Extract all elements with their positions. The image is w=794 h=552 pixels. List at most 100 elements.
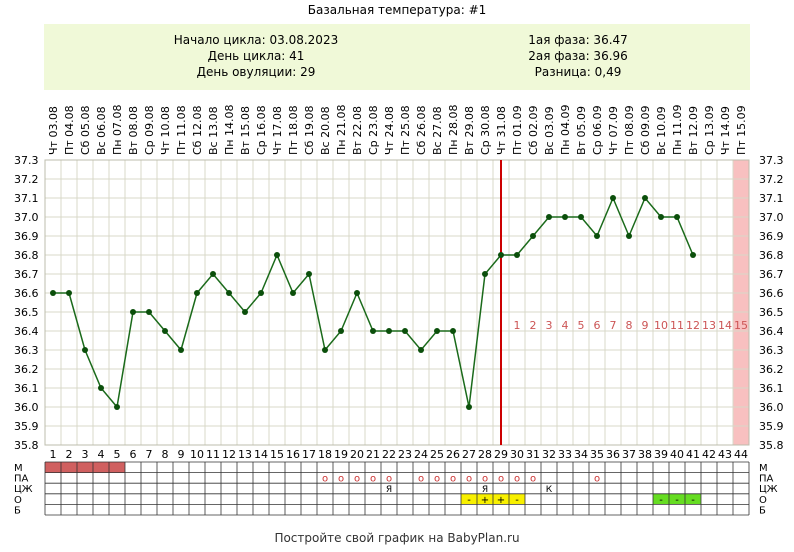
y-tick-right: 37.0 bbox=[759, 211, 784, 224]
row-label-right: О bbox=[759, 495, 767, 506]
temperature-point bbox=[642, 195, 648, 201]
y-tick-right: 37.3 bbox=[759, 154, 784, 167]
temperature-point bbox=[306, 271, 312, 277]
x-date-label: Ср 30.08 bbox=[479, 105, 492, 155]
phase-difference: Разница: 0,49 bbox=[534, 65, 622, 79]
x-day-label: 23 bbox=[398, 448, 412, 461]
y-tick-right: 36.8 bbox=[759, 249, 784, 262]
cycle-info-panel: Начало цикла: 03.08.2023 День цикла: 41 … bbox=[44, 24, 750, 90]
menstruation-cell bbox=[77, 462, 93, 473]
y-tick-left: 37.3 bbox=[14, 154, 39, 167]
temperature-point bbox=[658, 214, 664, 220]
y-tick-right: 36.9 bbox=[759, 230, 784, 243]
x-date-label: Чт 24.08 bbox=[383, 106, 396, 155]
phase-day-number: 10 bbox=[654, 319, 668, 332]
phase-day-number: 13 bbox=[702, 319, 716, 332]
x-day-label: 35 bbox=[590, 448, 604, 461]
x-date-label: Ср 06.09 bbox=[591, 105, 604, 155]
x-day-label: 33 bbox=[558, 448, 572, 461]
x-day-label: 9 bbox=[178, 448, 185, 461]
temperature-point bbox=[594, 233, 600, 239]
x-day-label: 30 bbox=[510, 448, 524, 461]
highlight-column bbox=[733, 160, 749, 445]
y-tick-right: 35.8 bbox=[759, 439, 784, 452]
x-day-label: 20 bbox=[350, 448, 364, 461]
temperature-point bbox=[210, 271, 216, 277]
x-day-label: 26 bbox=[446, 448, 460, 461]
temperature-point bbox=[482, 271, 488, 277]
x-day-label: 17 bbox=[302, 448, 316, 461]
cycle-info-left: Начало цикла: 03.08.2023 День цикла: 41 … bbox=[126, 32, 386, 80]
x-date-label: Вт 29.08 bbox=[463, 106, 476, 155]
x-day-label: 37 bbox=[622, 448, 636, 461]
pa-mark: o bbox=[514, 474, 520, 485]
temperature-point bbox=[434, 328, 440, 334]
x-date-label: Пт 01.09 bbox=[511, 105, 524, 155]
pa-mark: o bbox=[594, 474, 600, 485]
chart-title: Базальная температура: #1 bbox=[307, 3, 487, 17]
x-date-label: Чт 03.08 bbox=[47, 106, 60, 155]
row-label-left: О bbox=[14, 495, 22, 506]
y-tick-left: 37.1 bbox=[14, 192, 39, 205]
x-day-label: 6 bbox=[130, 448, 137, 461]
x-date-label: Пн 14.08 bbox=[223, 105, 236, 155]
temperature-point bbox=[146, 309, 152, 315]
y-tick-right: 36.1 bbox=[759, 382, 784, 395]
phase-day-number: 11 bbox=[670, 319, 684, 332]
pa-mark: o bbox=[386, 474, 392, 485]
temperature-point bbox=[226, 290, 232, 296]
phase-day-number: 12 bbox=[686, 319, 700, 332]
temperature-point bbox=[674, 214, 680, 220]
y-tick-right: 37.1 bbox=[759, 192, 784, 205]
x-day-label: 36 bbox=[606, 448, 620, 461]
x-day-label: 39 bbox=[654, 448, 668, 461]
x-day-label: 15 bbox=[270, 448, 284, 461]
x-day-label: 11 bbox=[206, 448, 220, 461]
x-day-label: 42 bbox=[702, 448, 716, 461]
ovulation-test-cell bbox=[685, 493, 701, 505]
x-date-label: Пт 11.08 bbox=[175, 105, 188, 155]
pa-mark: o bbox=[450, 474, 456, 485]
temperature-point bbox=[530, 233, 536, 239]
phase-day-number: 1 bbox=[514, 319, 521, 332]
temperature-point bbox=[450, 328, 456, 334]
cycle-day: День цикла: 41 bbox=[207, 49, 305, 63]
czh-mark: Я bbox=[482, 485, 488, 495]
y-tick-left: 36.5 bbox=[14, 306, 39, 319]
x-date-label: Сб 05.08 bbox=[79, 106, 92, 155]
phase-day-number: 15 bbox=[734, 319, 748, 332]
phase-2-average: 2ая фаза: 36.96 bbox=[528, 49, 628, 63]
ovulation-test-cell bbox=[493, 493, 509, 505]
x-date-label: Ср 23.08 bbox=[367, 105, 380, 155]
x-day-label: 3 bbox=[82, 448, 89, 461]
row-label-left: Б bbox=[14, 505, 21, 516]
y-tick-right: 35.9 bbox=[759, 420, 784, 433]
y-tick-left: 36.3 bbox=[14, 344, 39, 357]
pa-mark: o bbox=[498, 474, 504, 485]
x-day-label: 13 bbox=[238, 448, 252, 461]
x-date-label: Пн 07.08 bbox=[111, 105, 124, 155]
x-date-label: Пн 11.09 bbox=[671, 105, 684, 155]
x-date-label: Пт 15.09 bbox=[735, 105, 748, 155]
x-date-label: Вс 03.09 bbox=[543, 106, 556, 155]
row-label-left: М bbox=[14, 463, 23, 474]
ovulation-day: День овуляции: 29 bbox=[196, 65, 316, 79]
row-label-right: М bbox=[759, 463, 768, 474]
pa-mark: o bbox=[530, 474, 536, 485]
x-day-label: 24 bbox=[414, 448, 428, 461]
footer-link[interactable]: Постройте свой график на BabyPlan.ru bbox=[274, 531, 520, 545]
x-date-label: Чт 07.09 bbox=[607, 106, 620, 155]
y-tick-left: 35.8 bbox=[14, 439, 39, 452]
phase-day-number: 14 bbox=[718, 319, 732, 332]
y-tick-left: 36.8 bbox=[14, 249, 39, 262]
y-tick-left: 36.2 bbox=[14, 363, 39, 376]
temperature-point bbox=[626, 233, 632, 239]
pa-mark: o bbox=[434, 474, 440, 485]
x-day-label: 27 bbox=[462, 448, 476, 461]
x-day-label: 4 bbox=[98, 448, 105, 461]
cycle-info-right: 1ая фаза: 36.47 2ая фаза: 36.96 Разница:… bbox=[448, 32, 708, 80]
row-label-left: ЦЖ bbox=[14, 484, 33, 495]
x-date-label: Пн 04.09 bbox=[559, 105, 572, 155]
temperature-point bbox=[66, 290, 72, 296]
